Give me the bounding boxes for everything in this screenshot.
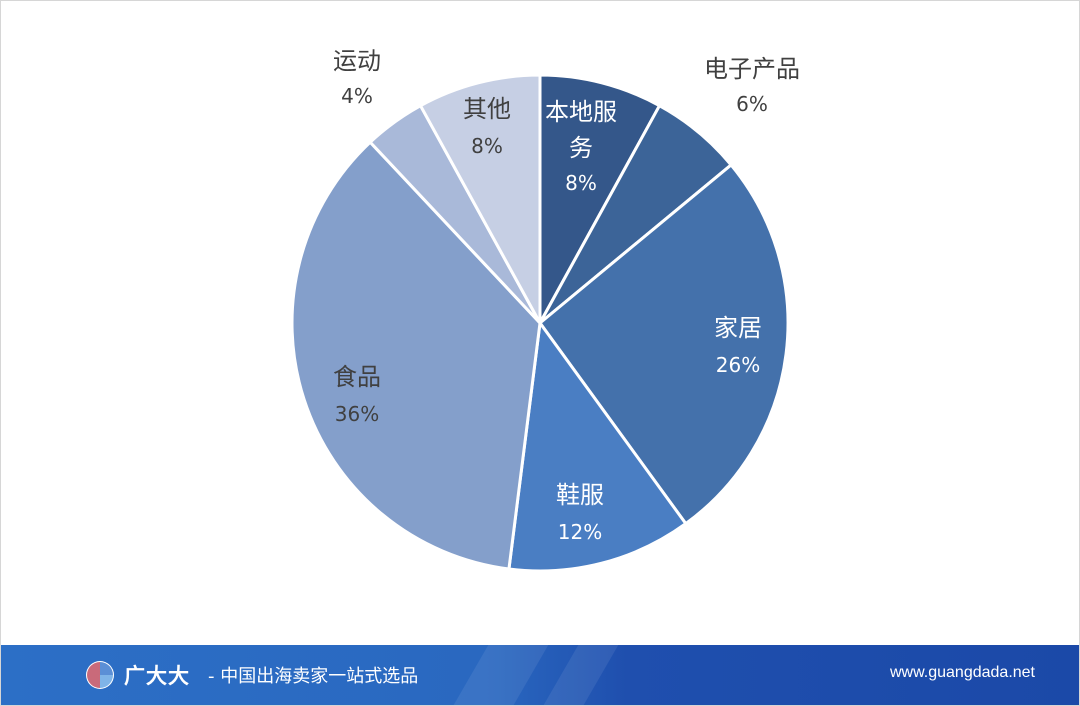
pie-slice-0 <box>538 73 661 325</box>
site-url[interactable]: www.guangdada.net <box>890 664 1035 681</box>
slice-percent-1: 6% <box>736 92 768 116</box>
pie-slice-2 <box>538 163 790 526</box>
pie-slice-3 <box>507 321 688 573</box>
slice-label-6: 其他 <box>463 95 511 123</box>
slice-label-0: 务 <box>569 134 593 162</box>
brand-name: 广大大 <box>124 664 190 688</box>
slice-label-4: 食品 <box>333 363 381 391</box>
brand-slogan: - 中国出海卖家一站式选品 <box>208 666 419 687</box>
slice-percent-6: 8% <box>471 134 503 158</box>
slice-percent-5: 4% <box>341 84 373 108</box>
pie-slice-6 <box>419 73 542 325</box>
slice-label-5: 运动 <box>333 47 381 75</box>
slice-label-3: 鞋服 <box>556 481 604 509</box>
slice-percent-0: 8% <box>565 171 597 195</box>
pie-logo-icon <box>86 661 114 689</box>
footer-stripe <box>543 645 619 705</box>
brand: 广大大 - 中国出海卖家一站式选品 <box>85 659 418 691</box>
slice-label-0: 本地服 <box>545 98 617 126</box>
slice-label-1: 电子产品 <box>704 55 800 83</box>
slice-percent-3: 12% <box>558 520 602 544</box>
footer-stripe <box>453 645 549 705</box>
slice-label-2: 家居 <box>714 314 762 342</box>
footer-bar: 广大大 - 中国出海卖家一站式选品 www.guangdada.net <box>1 645 1079 705</box>
slice-percent-2: 26% <box>716 353 760 377</box>
pie-slice-4 <box>290 140 542 571</box>
slice-percent-4: 36% <box>335 402 379 426</box>
